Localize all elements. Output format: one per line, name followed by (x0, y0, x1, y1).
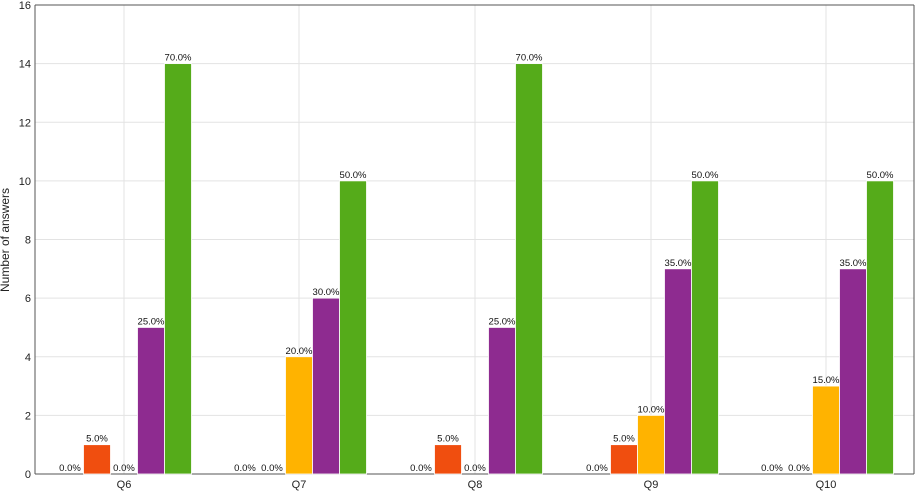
data-label: 50.0% (867, 170, 894, 181)
data-label: 35.0% (665, 258, 692, 269)
y-tick-label: 14 (19, 59, 31, 71)
label-layer: 0.0% 0.0% 0.0% 0.0% 0.0% 5.0% 0.0% 5.0% 5.0% 0.0%… (59, 53, 894, 474)
bar (839, 268, 867, 475)
data-label: 0.0% (410, 463, 432, 474)
data-label: 70.0% (165, 53, 192, 64)
y-axis-title: Number of answers (0, 188, 12, 292)
y-tick-label: 8 (25, 235, 31, 247)
data-label: 70.0% (516, 53, 543, 64)
data-label: 0.0% (788, 463, 810, 474)
bar (488, 327, 516, 475)
bar (691, 180, 719, 475)
data-label: 5.0% (437, 434, 459, 445)
data-label: 0.0% (234, 463, 256, 474)
x-tick-label: Q9 (644, 479, 659, 491)
data-label: 30.0% (313, 287, 340, 298)
bar (637, 414, 665, 475)
data-label: 5.0% (613, 434, 635, 445)
bar (866, 180, 894, 475)
bar (285, 356, 313, 475)
x-tick-label: Q10 (816, 479, 837, 491)
y-tick-label: 10 (19, 176, 31, 188)
data-label: 5.0% (86, 434, 108, 445)
bar (664, 268, 692, 475)
x-tick-label: Q8 (468, 479, 483, 491)
axis-layer: 0 2 4 6 8 10 12 14 16 Q6 Q7 Q8 Q9 Q10 (19, 0, 915, 491)
data-label: 0.0% (113, 463, 135, 474)
data-label: 10.0% (638, 404, 665, 415)
y-tick-label: 2 (25, 410, 31, 422)
y-tick-label: 12 (19, 117, 31, 129)
bar-layer (83, 63, 894, 475)
x-tick-label: Q6 (117, 479, 132, 491)
x-tick-label: Q7 (292, 479, 307, 491)
bar (164, 63, 192, 475)
bar (83, 444, 111, 475)
bar (434, 444, 462, 475)
bar (515, 63, 543, 475)
bar (812, 385, 840, 475)
data-label: 50.0% (340, 170, 367, 181)
data-label: 0.0% (261, 463, 283, 474)
data-label: 25.0% (489, 316, 516, 327)
bar (339, 180, 367, 475)
data-label: 0.0% (761, 463, 783, 474)
bar (312, 297, 340, 475)
y-tick-label: 16 (19, 0, 31, 12)
data-label: 0.0% (586, 463, 608, 474)
data-label: 25.0% (138, 316, 165, 327)
data-label: 0.0% (464, 463, 486, 474)
data-label: 50.0% (692, 170, 719, 181)
data-label: 20.0% (286, 346, 313, 357)
bar (137, 327, 165, 475)
y-tick-label: 0 (25, 469, 31, 481)
bar (610, 444, 638, 475)
data-label: 35.0% (840, 258, 867, 269)
data-label: 0.0% (59, 463, 81, 474)
y-tick-label: 4 (25, 352, 31, 364)
data-label: 15.0% (813, 375, 840, 386)
y-tick-label: 6 (25, 293, 31, 305)
